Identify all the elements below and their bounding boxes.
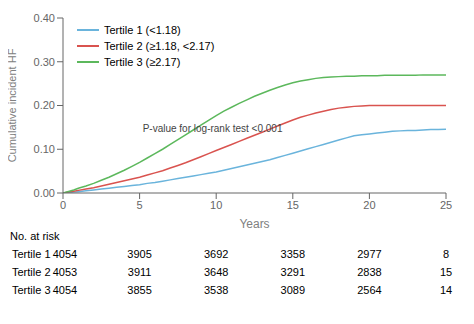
- html-text:3855: 3855: [127, 284, 152, 296]
- html-text:Tertile 2 (≥1.18, <2.17): Tertile 2 (≥1.18, <2.17): [104, 40, 215, 52]
- html-text:2977: 2977: [357, 248, 382, 260]
- svg-text:0.40: 0.40: [34, 12, 55, 24]
- svg-text:25: 25: [440, 199, 452, 211]
- html-text:15: 15: [439, 266, 453, 278]
- svg-text:0: 0: [60, 199, 66, 211]
- html-text:Tertile 1 4054: Tertile 1 4054: [12, 248, 78, 260]
- html-text:Tertile 3 (≥2.17): Tertile 3 (≥2.17): [104, 56, 181, 68]
- svg-text:5: 5: [137, 199, 143, 211]
- html-text:No. at risk: No. at risk: [10, 230, 60, 242]
- html-text:3291: 3291: [280, 266, 305, 278]
- svg-text:0.00: 0.00: [34, 187, 55, 199]
- svg-text:10: 10: [210, 199, 222, 211]
- html-text:3089: 3089: [280, 284, 305, 296]
- html-text:Tertile 2 4053: Tertile 2 4053: [12, 266, 78, 278]
- html-text:3911: 3911: [127, 266, 152, 278]
- html-text:2564: 2564: [357, 284, 382, 296]
- svg-text:15: 15: [287, 199, 299, 211]
- html-text:3905: 3905: [127, 248, 152, 260]
- html-text:2838: 2838: [357, 266, 382, 278]
- svg-text:0.10: 0.10: [34, 143, 55, 155]
- html-text:14: 14: [439, 284, 453, 296]
- html-text:8: 8: [442, 248, 450, 260]
- html-text:Tertile 1 (<1.18): Tertile 1 (<1.18): [104, 24, 181, 36]
- svg-text:0.30: 0.30: [34, 56, 55, 68]
- svg-text:Years: Years: [239, 217, 269, 228]
- svg-text:20: 20: [363, 199, 375, 211]
- svg-text:Cumulative incident HF: Cumulative incident HF: [8, 48, 18, 162]
- html-text:Tertile 3 4054: Tertile 3 4054: [12, 284, 78, 296]
- svg-text:P-value for log-rank test <0.0: P-value for log-rank test <0.001: [143, 123, 283, 134]
- html-text:3358: 3358: [280, 248, 305, 260]
- html-text:3648: 3648: [203, 266, 229, 278]
- html-text:3692: 3692: [203, 248, 229, 260]
- html-text:3538: 3538: [203, 284, 229, 296]
- svg-text:0.20: 0.20: [34, 99, 55, 111]
